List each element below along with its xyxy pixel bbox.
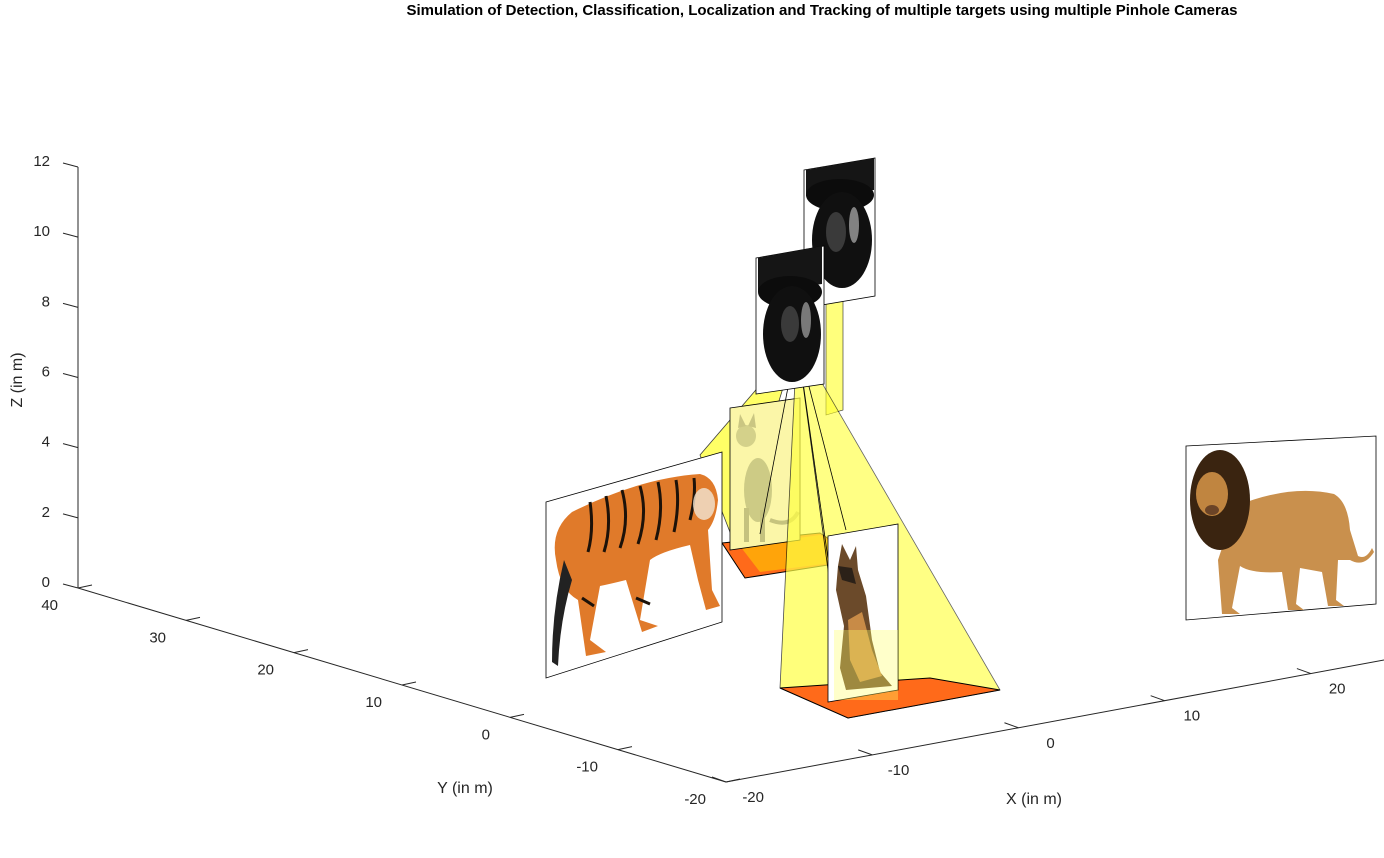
z-tick-label: 12 (33, 153, 50, 170)
x-tick-label: -10 (888, 762, 910, 779)
z-tick: 0 (42, 574, 79, 591)
x-tick: -10 (858, 749, 910, 779)
y-tick: 40 (41, 584, 93, 614)
tiger-icon (552, 474, 720, 666)
dog-target (827, 523, 899, 703)
z-tick: 12 (33, 153, 79, 170)
y-tick-label: 20 (257, 662, 274, 679)
dome-camera-icon (758, 246, 822, 382)
x-tick-label: 10 (1183, 708, 1200, 725)
y-tick-label: -20 (684, 791, 706, 808)
x-tick-label: 0 (1046, 735, 1054, 752)
x-ticks: -20 -10 0 10 20 (711, 668, 1346, 806)
z-tick-label: 6 (42, 364, 50, 381)
y-tick: -20 (684, 778, 741, 808)
y-tick-label: 10 (365, 694, 382, 711)
z-tick-label: 0 (42, 574, 50, 591)
cat-target (729, 397, 801, 551)
y-axis-label: Y (in m) (437, 780, 493, 797)
z-tick: 6 (42, 364, 79, 381)
y-tick: 0 (482, 713, 525, 743)
dome-camera-icon (806, 158, 874, 288)
x-tick: 0 (1004, 722, 1055, 752)
y-tick-label: -10 (576, 759, 598, 776)
lion-icon (1190, 450, 1374, 614)
y-tick-label: 30 (149, 629, 166, 646)
z-tick-label: 2 (42, 504, 50, 521)
x-tick: 20 (1296, 668, 1346, 698)
z-tick: 4 (42, 434, 79, 451)
x-tick: -20 (711, 776, 764, 806)
z-tick-label: 10 (33, 223, 50, 240)
chart-title: Simulation of Detection, Classification,… (406, 2, 1238, 19)
z-tick: 8 (42, 293, 79, 310)
camera-2 (803, 157, 876, 309)
y-tick-label: 40 (41, 597, 58, 614)
y-tick: 30 (149, 616, 201, 646)
z-tick: 2 (42, 504, 79, 521)
z-tick-label: 8 (42, 293, 50, 310)
z-axis-label: Z (in m) (9, 352, 26, 407)
y-tick: -10 (576, 746, 633, 776)
x-axis-line (725, 659, 1384, 783)
x-tick: 10 (1150, 695, 1200, 725)
y-tick-label: 0 (482, 726, 490, 743)
y-tick: 20 (257, 649, 309, 679)
y-ticks: -20 -10 0 10 20 30 40 (41, 584, 741, 808)
z-tick-label: 4 (42, 434, 50, 451)
dog-icon (834, 544, 898, 700)
z-ticks: 0 2 4 6 8 10 12 (33, 153, 79, 591)
x-tick-label: -20 (742, 789, 764, 806)
x-axis-label: X (in m) (1006, 791, 1062, 808)
x-tick-label: 20 (1329, 681, 1346, 698)
lion-target (1185, 435, 1377, 621)
y-tick: 10 (365, 681, 417, 711)
camera-1 (755, 245, 825, 395)
z-tick: 10 (33, 223, 79, 240)
tiger-target (545, 451, 723, 679)
